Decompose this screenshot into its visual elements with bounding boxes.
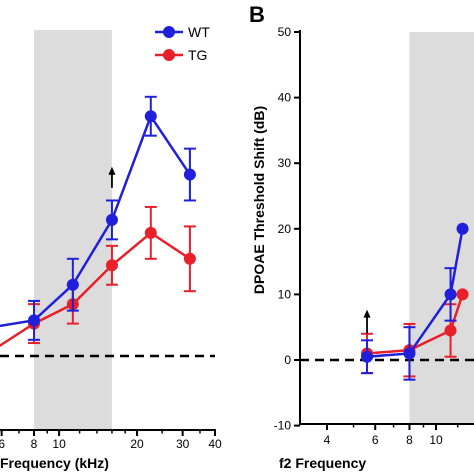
panel-b-x-axis-label: f2 Frequency [279,455,366,471]
panel-b-y-tick-label: -10 [274,419,292,433]
panel-a-series [0,95,196,348]
panel-b-wt-line [366,228,464,358]
panel-b-arrow-head [363,309,371,318]
panel-b-chart: B -10 0 10 20 30 40 50 4 6 8 10 DPOAE Threshold S… [249,2,474,471]
panel-a-wt-point [28,314,40,327]
panel-b-x-ticks: 4 6 8 10 [324,424,459,447]
panel-b-y-tick-label: 50 [278,25,292,39]
panel-a-shaded-band [34,30,112,430]
panel-b-wt-point [361,350,374,363]
panel-b-x-tick-label: 8 [406,433,413,447]
panel-b-x-tick-label: 6 [372,433,379,447]
panel-b-wt-point [403,347,416,360]
panel-a-x-tick-label: 40 [208,437,222,451]
panel-b-tg-line [366,294,464,355]
panel-a-x-ticks: 6 8 10 20 30 40 [0,430,222,451]
panel-b-wt-point [444,288,457,301]
panel-b-y-tick-label: 10 [278,287,292,301]
panel-a-x-tick-label: 8 [31,437,38,451]
panel-b-x-tick-label: 10 [429,433,443,447]
panel-a-wt-line [0,113,191,328]
panel-a-x-tick-label: 10 [52,437,66,451]
panel-b-wt-point [456,222,469,235]
panel-a-tg-point [105,259,118,272]
panel-a-arrow-head [108,166,116,175]
legend-tg-label: TG [188,47,207,63]
panel-b-y-tick-label: 40 [278,91,292,105]
panel-b-y-tick-label: 30 [278,156,292,170]
panel-b-series [361,222,469,381]
panel-b-y-ticks: -10 0 10 20 30 40 50 [274,25,300,433]
panel-b-tg-point [456,288,469,301]
panel-a-x-tick-label: 20 [130,437,144,451]
panel-a-wt-point [144,110,157,123]
panel-a-tg-line [0,231,191,348]
panel-a-x-tick-label: 6 [0,437,5,451]
panel-a-x-axis-label: Frequency (kHz) [0,455,109,471]
legend-tg-marker [163,49,175,61]
panel-a-wt-point [66,278,79,291]
panel-a-wt-point [183,168,196,181]
panel-a-chart: 6 8 10 20 30 40 Frequency (kHz) WT TG [0,24,222,471]
legend-wt-label: WT [188,24,210,40]
panel-b-y-tick-label: 20 [278,222,292,236]
panel-b-annotations [363,309,371,334]
panel-a-x-tick-label: 30 [176,437,190,451]
panel-a-wt-point [105,213,118,226]
panel-a-tg-point [183,252,196,265]
legend-wt-marker [163,26,175,38]
panel-b-y-tick-label: 0 [284,353,291,367]
panel-a-annotations [108,166,116,188]
panel-a-legend: WT TG [155,24,210,63]
panel-b-tg-point [444,324,457,337]
panel-b-letter: B [249,2,265,27]
panel-a-tg-point [144,226,157,239]
panel-b-x-tick-label: 4 [324,433,331,447]
panel-b-y-axis-label: DPOAE Threshold Shift (dB) [251,106,267,294]
